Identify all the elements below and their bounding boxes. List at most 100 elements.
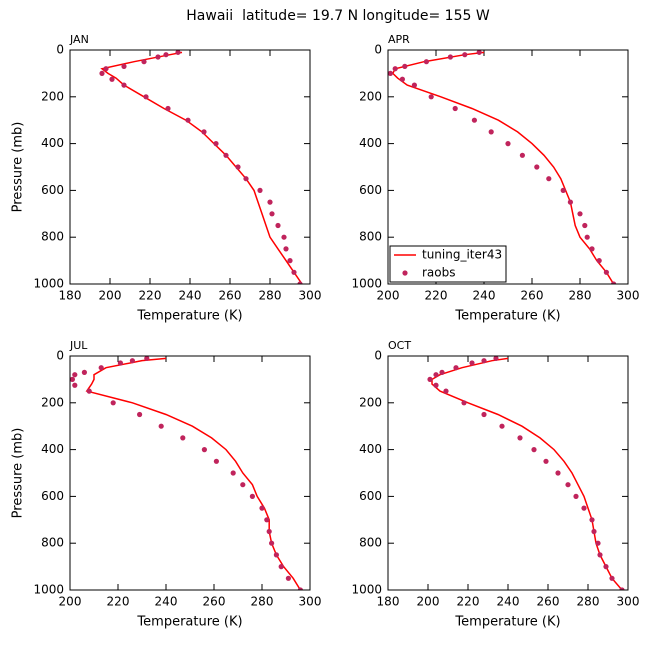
x-tick-label: 260 bbox=[203, 595, 226, 609]
x-tick-label: 220 bbox=[457, 595, 480, 609]
point bbox=[427, 376, 433, 382]
x-tick-label: 200 bbox=[417, 595, 440, 609]
point bbox=[243, 176, 249, 182]
y-tick-label: 600 bbox=[41, 489, 64, 503]
point bbox=[297, 587, 303, 590]
x-tick-label: 180 bbox=[377, 595, 400, 609]
point bbox=[137, 411, 143, 418]
y-tick-label: 400 bbox=[41, 442, 64, 456]
point bbox=[611, 281, 617, 284]
x-tick-label: 220 bbox=[107, 595, 130, 609]
point bbox=[555, 470, 561, 476]
x-tick-label: 260 bbox=[219, 289, 242, 303]
x-tick-label: 240 bbox=[179, 289, 202, 303]
y-tick-label: 200 bbox=[41, 395, 64, 409]
chart-title: Hawaii latitude= 19.7 N longitude= 155 W bbox=[186, 8, 490, 24]
y-tick-label: 600 bbox=[41, 183, 64, 197]
point bbox=[267, 199, 273, 205]
point bbox=[392, 66, 398, 72]
y-tick-label: 0 bbox=[56, 349, 64, 363]
point bbox=[423, 59, 429, 65]
panel-label: JUL bbox=[69, 339, 88, 352]
point bbox=[72, 372, 78, 378]
panel-label: APR bbox=[388, 33, 410, 46]
point bbox=[481, 411, 487, 418]
point bbox=[117, 360, 123, 366]
line bbox=[391, 51, 615, 284]
point bbox=[109, 76, 115, 82]
y-axis-label: Pressure (mb) bbox=[11, 428, 26, 519]
point bbox=[469, 360, 475, 366]
point bbox=[297, 281, 303, 284]
point bbox=[543, 458, 549, 464]
point bbox=[453, 365, 459, 371]
axis-frame bbox=[387, 355, 629, 591]
point bbox=[462, 52, 468, 58]
point bbox=[269, 211, 275, 217]
point bbox=[287, 258, 293, 264]
point bbox=[165, 105, 171, 112]
point bbox=[273, 552, 279, 558]
point bbox=[577, 211, 583, 217]
point bbox=[517, 435, 523, 441]
x-tick-label: 300 bbox=[617, 289, 640, 303]
point bbox=[591, 528, 597, 535]
point bbox=[264, 517, 270, 523]
y-tick-label: 1000 bbox=[33, 277, 64, 291]
axis-frame bbox=[387, 49, 629, 285]
panel: OCT 180 200 220 240 260 280 300 0 200 400 600 800 100… bbox=[351, 339, 639, 630]
point bbox=[259, 505, 265, 511]
point bbox=[185, 117, 191, 123]
point bbox=[144, 356, 150, 361]
x-tick-label: 280 bbox=[259, 289, 282, 303]
point bbox=[567, 199, 574, 205]
point bbox=[99, 70, 105, 76]
point bbox=[603, 269, 610, 275]
legend-label: tuning_iter43 bbox=[422, 248, 502, 262]
y-tick-label: 200 bbox=[359, 395, 382, 409]
x-tick-label: 300 bbox=[299, 595, 322, 609]
x-axis-label: Temperature (K) bbox=[136, 615, 242, 630]
point bbox=[581, 505, 587, 511]
point bbox=[285, 575, 291, 581]
x-axis-label: Temperature (K) bbox=[454, 615, 560, 630]
x-tick-label: 200 bbox=[377, 289, 400, 303]
point bbox=[596, 258, 602, 264]
x-tick-label: 260 bbox=[537, 595, 560, 609]
point bbox=[399, 76, 405, 82]
point bbox=[505, 141, 511, 147]
x-axis-label: Temperature (K) bbox=[136, 309, 242, 324]
point bbox=[180, 435, 186, 441]
point bbox=[447, 54, 453, 60]
point bbox=[534, 164, 540, 170]
y-tick-label: 1000 bbox=[351, 277, 382, 291]
point bbox=[257, 187, 263, 193]
point bbox=[266, 528, 272, 535]
point bbox=[278, 564, 284, 570]
x-tick-label: 220 bbox=[139, 289, 162, 303]
x-tick-label: 240 bbox=[473, 289, 496, 303]
y-tick-label: 400 bbox=[359, 442, 382, 456]
point bbox=[573, 493, 579, 499]
point bbox=[488, 129, 494, 135]
plot-area bbox=[70, 356, 303, 590]
x-tick-label: 300 bbox=[617, 595, 640, 609]
x-tick-label: 200 bbox=[59, 595, 82, 609]
point bbox=[609, 575, 615, 581]
point bbox=[560, 187, 566, 193]
point bbox=[519, 152, 526, 158]
plot-area bbox=[388, 50, 617, 284]
point bbox=[439, 369, 445, 375]
point bbox=[110, 400, 116, 406]
point bbox=[235, 164, 241, 170]
y-axis-label: Pressure (mb) bbox=[11, 122, 26, 213]
point bbox=[565, 482, 571, 488]
point bbox=[481, 358, 487, 364]
y-tick-label: 800 bbox=[41, 536, 64, 550]
point bbox=[121, 82, 127, 88]
point bbox=[86, 388, 92, 394]
y-tick-label: 400 bbox=[359, 136, 382, 150]
point bbox=[388, 70, 393, 76]
point bbox=[103, 66, 109, 72]
